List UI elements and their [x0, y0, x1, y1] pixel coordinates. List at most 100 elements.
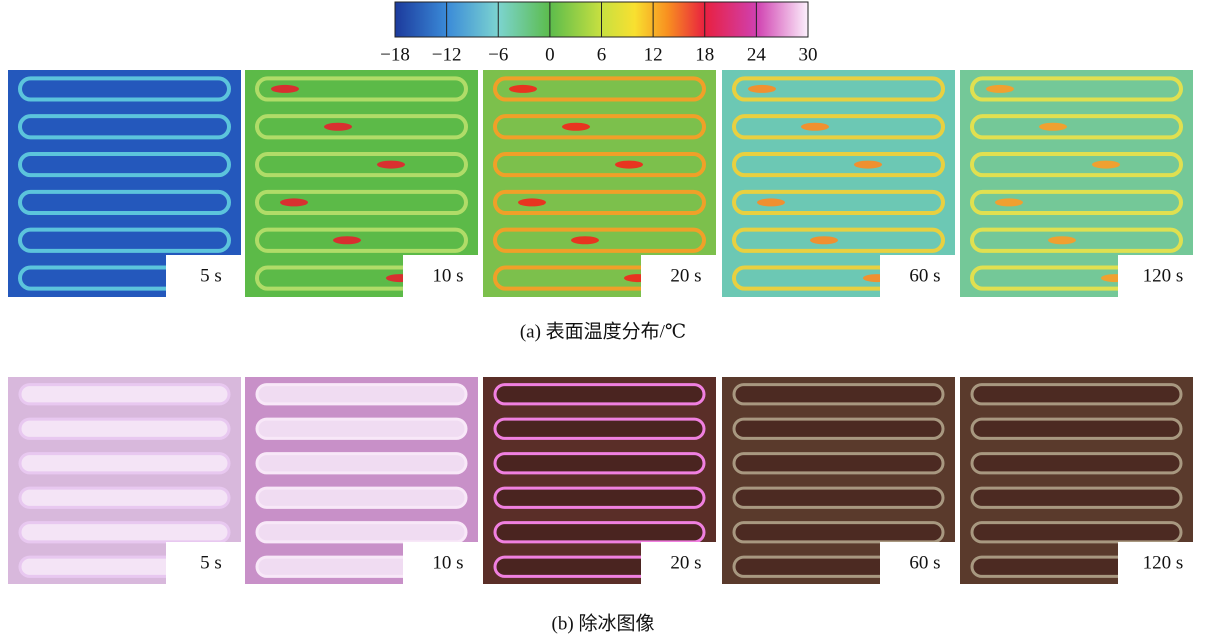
panel-stripe [732, 417, 945, 440]
label-box [641, 542, 716, 584]
hot-spot [571, 236, 599, 245]
panel-stripe [18, 76, 231, 102]
panel-stripe [970, 227, 1183, 253]
panel-stripe [970, 417, 1183, 440]
panel-label: 20 s [670, 265, 701, 286]
panel-label: 120 s [1143, 265, 1184, 286]
panel-stripe [255, 189, 468, 216]
panel-stripe [493, 383, 706, 406]
hot-spot [518, 198, 546, 207]
panel-stripe [18, 521, 231, 544]
panel-stripe [970, 76, 1183, 102]
label-box [1118, 255, 1193, 297]
panel-stripe [255, 452, 468, 475]
colorbar-tick-label: −18 [380, 44, 410, 65]
panel-stripe [732, 151, 945, 178]
panel-stripe [493, 227, 706, 253]
panel-stripe [493, 76, 706, 102]
hot-spot [1048, 236, 1076, 245]
colorbar-tick-label: 18 [695, 44, 714, 65]
panel-label: 10 s [432, 552, 463, 573]
panel-stripe [18, 486, 231, 509]
panel-stripe [18, 452, 231, 475]
panel-label: 60 s [909, 552, 940, 573]
label-box [166, 542, 241, 584]
panel-stripe [18, 114, 231, 140]
panel-stripe [493, 452, 706, 475]
panel-stripe [493, 486, 706, 509]
panel-stripe [970, 114, 1183, 140]
panel-label: 20 s [670, 552, 701, 573]
panel-stripe [255, 114, 468, 140]
hot-spot [757, 198, 785, 207]
hot-spot [995, 198, 1023, 207]
panel-stripe [493, 189, 706, 216]
panel-stripe [255, 417, 468, 440]
panel-stripe [255, 521, 468, 544]
label-box [403, 255, 478, 297]
panel-stripe [18, 417, 231, 440]
label-box [641, 255, 716, 297]
panel-stripe [732, 383, 945, 406]
hot-spot [280, 198, 308, 207]
hot-spot [810, 236, 838, 245]
label-box [403, 542, 478, 584]
colorbar-tick-label: 30 [799, 44, 818, 65]
panel-stripe [732, 189, 945, 216]
panel-stripe [970, 151, 1183, 178]
panel-stripe [732, 114, 945, 140]
colorbar-tick-label: −12 [432, 44, 462, 65]
hot-spot [377, 160, 405, 169]
panel-stripe [493, 114, 706, 140]
hot-spot [324, 122, 352, 131]
hot-spot [986, 84, 1014, 93]
panel-stripe [732, 76, 945, 102]
panel-stripe [493, 417, 706, 440]
panel-stripe [970, 486, 1183, 509]
panel-stripe [18, 189, 231, 216]
panel-stripe [970, 383, 1183, 406]
panel-stripe [493, 151, 706, 178]
panel-stripe [732, 227, 945, 253]
panel-label: 60 s [909, 265, 940, 286]
colorbar-tick-label: 24 [747, 44, 767, 65]
panel-stripe [18, 151, 231, 178]
hot-spot [1092, 160, 1120, 169]
hot-spot [509, 84, 537, 93]
hot-spot [333, 236, 361, 245]
panel-stripe [255, 151, 468, 178]
label-box [880, 542, 955, 584]
panel-label: 10 s [432, 265, 463, 286]
panel-stripe [732, 452, 945, 475]
colorbar-tick-label: 6 [597, 44, 607, 65]
hot-spot [271, 84, 299, 93]
caption-b: (b) 除冰图像 [552, 612, 655, 634]
colorbar-tick-label: 12 [644, 44, 663, 65]
panel-stripe [970, 189, 1183, 216]
panel-stripe [18, 383, 231, 406]
panel-label: 120 s [1143, 552, 1184, 573]
panel-label: 5 s [200, 265, 222, 286]
panel-stripe [18, 227, 231, 253]
panel-stripe [255, 76, 468, 102]
panel-stripe [732, 521, 945, 544]
caption-a: (a) 表面温度分布/℃ [520, 320, 686, 342]
hot-spot [615, 160, 643, 169]
hot-spot [854, 160, 882, 169]
colorbar-tick-label: 0 [545, 44, 555, 65]
hot-spot [562, 122, 590, 131]
panel-stripe [255, 486, 468, 509]
label-box [880, 255, 955, 297]
hot-spot [748, 84, 776, 93]
panel-stripe [732, 486, 945, 509]
hot-spot [801, 122, 829, 131]
label-box [166, 255, 241, 297]
panel-stripe [255, 227, 468, 253]
hot-spot [1039, 122, 1067, 131]
panel-stripe [970, 521, 1183, 544]
panel-stripe [493, 521, 706, 544]
panel-label: 5 s [200, 552, 222, 573]
panel-stripe [970, 452, 1183, 475]
label-box [1118, 542, 1193, 584]
